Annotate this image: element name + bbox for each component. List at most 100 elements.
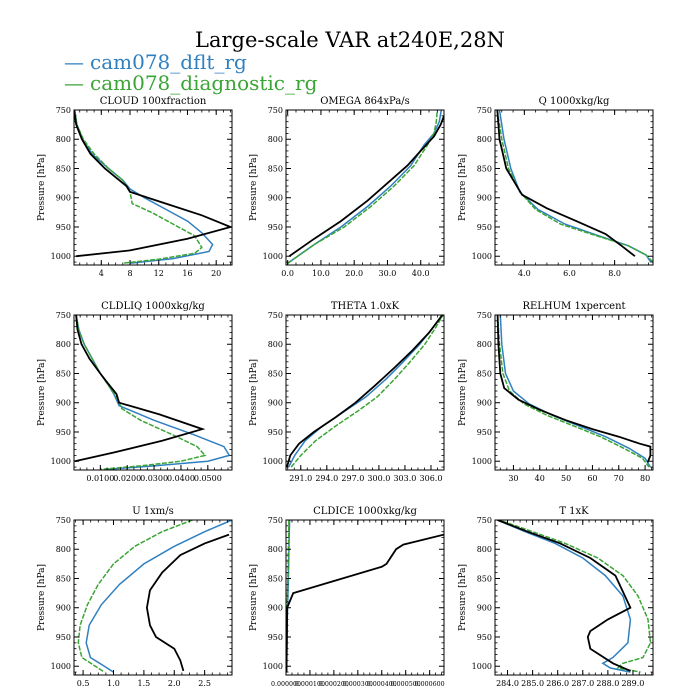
series-line-diagnostic bbox=[75, 315, 207, 470]
y-tick-label: 900 bbox=[268, 604, 283, 613]
panel-title: CLDICE 1000xkg/kg bbox=[313, 506, 417, 517]
x-tick-label: 0.5 bbox=[77, 679, 90, 688]
y-tick-label: 850 bbox=[56, 164, 71, 173]
plot-frame bbox=[494, 519, 654, 676]
x-tick-label: 30 bbox=[508, 474, 518, 483]
panel-title: CLOUD 100xfraction bbox=[100, 96, 207, 107]
x-tick-label: 2.0 bbox=[168, 679, 181, 688]
y-axis-label: Pressure [hPa] bbox=[458, 564, 468, 631]
panel-7: CLDICE 1000xkg/kg Pressure [hPa] 750 800 850… bbox=[249, 506, 445, 688]
series-line-diagnostic bbox=[287, 110, 439, 264]
series-line-diagnostic bbox=[77, 520, 193, 673]
y-tick-label: 900 bbox=[477, 604, 492, 613]
x-tick-label: 10.0 bbox=[312, 269, 330, 278]
y-tick-label: 800 bbox=[477, 340, 492, 349]
x-tick-label: 294.0 bbox=[315, 474, 338, 483]
y-tick-label: 750 bbox=[56, 106, 71, 115]
y-tick-label: 750 bbox=[268, 516, 283, 525]
y-tick-label: 750 bbox=[477, 311, 492, 320]
panel-title: RELHUM 1xpercent bbox=[522, 301, 625, 312]
x-tick-label: 0.0100 bbox=[86, 474, 114, 483]
y-tick-label: 750 bbox=[477, 106, 492, 115]
plot-frame bbox=[73, 109, 233, 266]
y-tick-label: 750 bbox=[477, 516, 492, 525]
y-tick-label: 950 bbox=[268, 428, 283, 437]
series-line-observed bbox=[74, 315, 206, 463]
x-tick-label: 0.0200 bbox=[113, 474, 141, 483]
y-tick-label: 1000 bbox=[472, 457, 492, 466]
series-line-observed bbox=[145, 533, 230, 672]
panel-6: U 1xm/s Pressure [hPa] 750 800 850 900 950 1000… bbox=[37, 506, 233, 688]
y-tick-label: 1000 bbox=[472, 662, 492, 671]
plot-frame bbox=[285, 314, 445, 471]
panel-0: CLOUD 100xfraction Pressure [hPa] 750 800 85… bbox=[37, 96, 233, 278]
y-tick-label: 800 bbox=[56, 340, 71, 349]
panel-3: CLDLIQ 1000xkg/kg Pressure [hPa] 750 800 850… bbox=[37, 301, 233, 483]
y-tick-label: 800 bbox=[477, 545, 492, 554]
x-tick-label: 20.0 bbox=[345, 269, 363, 278]
y-axis-label: Pressure [hPa] bbox=[458, 359, 468, 426]
y-tick-label: 1000 bbox=[51, 457, 71, 466]
x-tick-label: 80 bbox=[640, 474, 650, 483]
y-tick-label: 900 bbox=[477, 194, 492, 203]
figure-title: Large-scale VAR at240E,28N bbox=[195, 28, 505, 52]
x-tick-label: 306.0 bbox=[420, 474, 443, 483]
panel-title: Q 1000xkg/kg bbox=[539, 96, 610, 107]
y-tick-label: 1000 bbox=[51, 252, 71, 261]
series-line-observed bbox=[496, 315, 652, 463]
x-tick-label: 286.0 bbox=[546, 679, 569, 688]
y-tick-label: 800 bbox=[56, 135, 71, 144]
x-tick-label: 50 bbox=[561, 474, 571, 483]
series-line-observed bbox=[286, 315, 444, 468]
x-tick-label: 0.000200 bbox=[319, 681, 349, 688]
x-tick-label: 0.000500 bbox=[391, 681, 421, 688]
legend-entry-diagnostic: — cam078_diagnostic_rg bbox=[64, 71, 317, 95]
y-tick-label: 950 bbox=[56, 633, 71, 642]
x-tick-label: 8 bbox=[127, 269, 132, 278]
y-tick-label: 950 bbox=[477, 223, 492, 232]
y-tick-label: 900 bbox=[477, 399, 492, 408]
series-line-dflt bbox=[499, 315, 652, 468]
y-tick-label: 800 bbox=[56, 545, 71, 554]
x-tick-label: 20 bbox=[211, 269, 221, 278]
legend-label-diagnostic: cam078_diagnostic_rg bbox=[90, 71, 318, 95]
series-line-dflt bbox=[85, 520, 232, 673]
y-tick-label: 1000 bbox=[263, 252, 283, 261]
series-line-observed bbox=[288, 115, 444, 257]
y-tick-label: 950 bbox=[477, 428, 492, 437]
y-axis-label: Pressure [hPa] bbox=[249, 359, 259, 426]
y-tick-label: 950 bbox=[268, 223, 283, 232]
panel-1: OMEGA 864xPa/s Pressure [hPa] 750 800 850 900… bbox=[249, 96, 445, 278]
y-tick-label: 950 bbox=[477, 633, 492, 642]
y-tick-label: 1000 bbox=[472, 252, 492, 261]
x-tick-label: 70 bbox=[614, 474, 624, 483]
y-axis-label: Pressure [hPa] bbox=[37, 154, 47, 221]
x-tick-label: 288.0 bbox=[596, 679, 619, 688]
x-tick-label: 0.000100 bbox=[295, 681, 325, 688]
y-axis-label: Pressure [hPa] bbox=[249, 564, 259, 631]
series-line-dflt bbox=[75, 315, 231, 470]
series-line-dflt bbox=[499, 520, 632, 673]
series-line-diagnostic bbox=[502, 520, 652, 673]
x-tick-label: 289.0 bbox=[621, 679, 644, 688]
legend-label-dflt: cam078_dflt_rg bbox=[90, 50, 247, 74]
y-axis-label: Pressure [hPa] bbox=[458, 154, 468, 221]
x-tick-label: 1.5 bbox=[138, 679, 151, 688]
x-tick-label: 4.0 bbox=[518, 269, 531, 278]
y-tick-label: 850 bbox=[477, 369, 492, 378]
x-tick-label: 12 bbox=[154, 269, 164, 278]
x-tick-label: 1.0 bbox=[107, 679, 120, 688]
y-tick-label: 850 bbox=[56, 369, 71, 378]
plot-frame bbox=[494, 109, 654, 266]
y-tick-label: 800 bbox=[477, 135, 492, 144]
panel-title: U 1xm/s bbox=[132, 506, 174, 517]
plot-frame bbox=[494, 314, 654, 471]
series-line-dflt bbox=[498, 110, 652, 263]
series-line-dflt bbox=[287, 110, 443, 264]
series-line-observed bbox=[74, 110, 232, 258]
y-tick-label: 900 bbox=[56, 604, 71, 613]
panel-2: Q 1000xkg/kg Pressure [hPa] 750 800 850 900 95… bbox=[458, 96, 654, 278]
x-tick-label: 0.000000 bbox=[271, 681, 301, 688]
x-tick-label: 30.0 bbox=[379, 269, 397, 278]
y-tick-label: 950 bbox=[56, 428, 71, 437]
